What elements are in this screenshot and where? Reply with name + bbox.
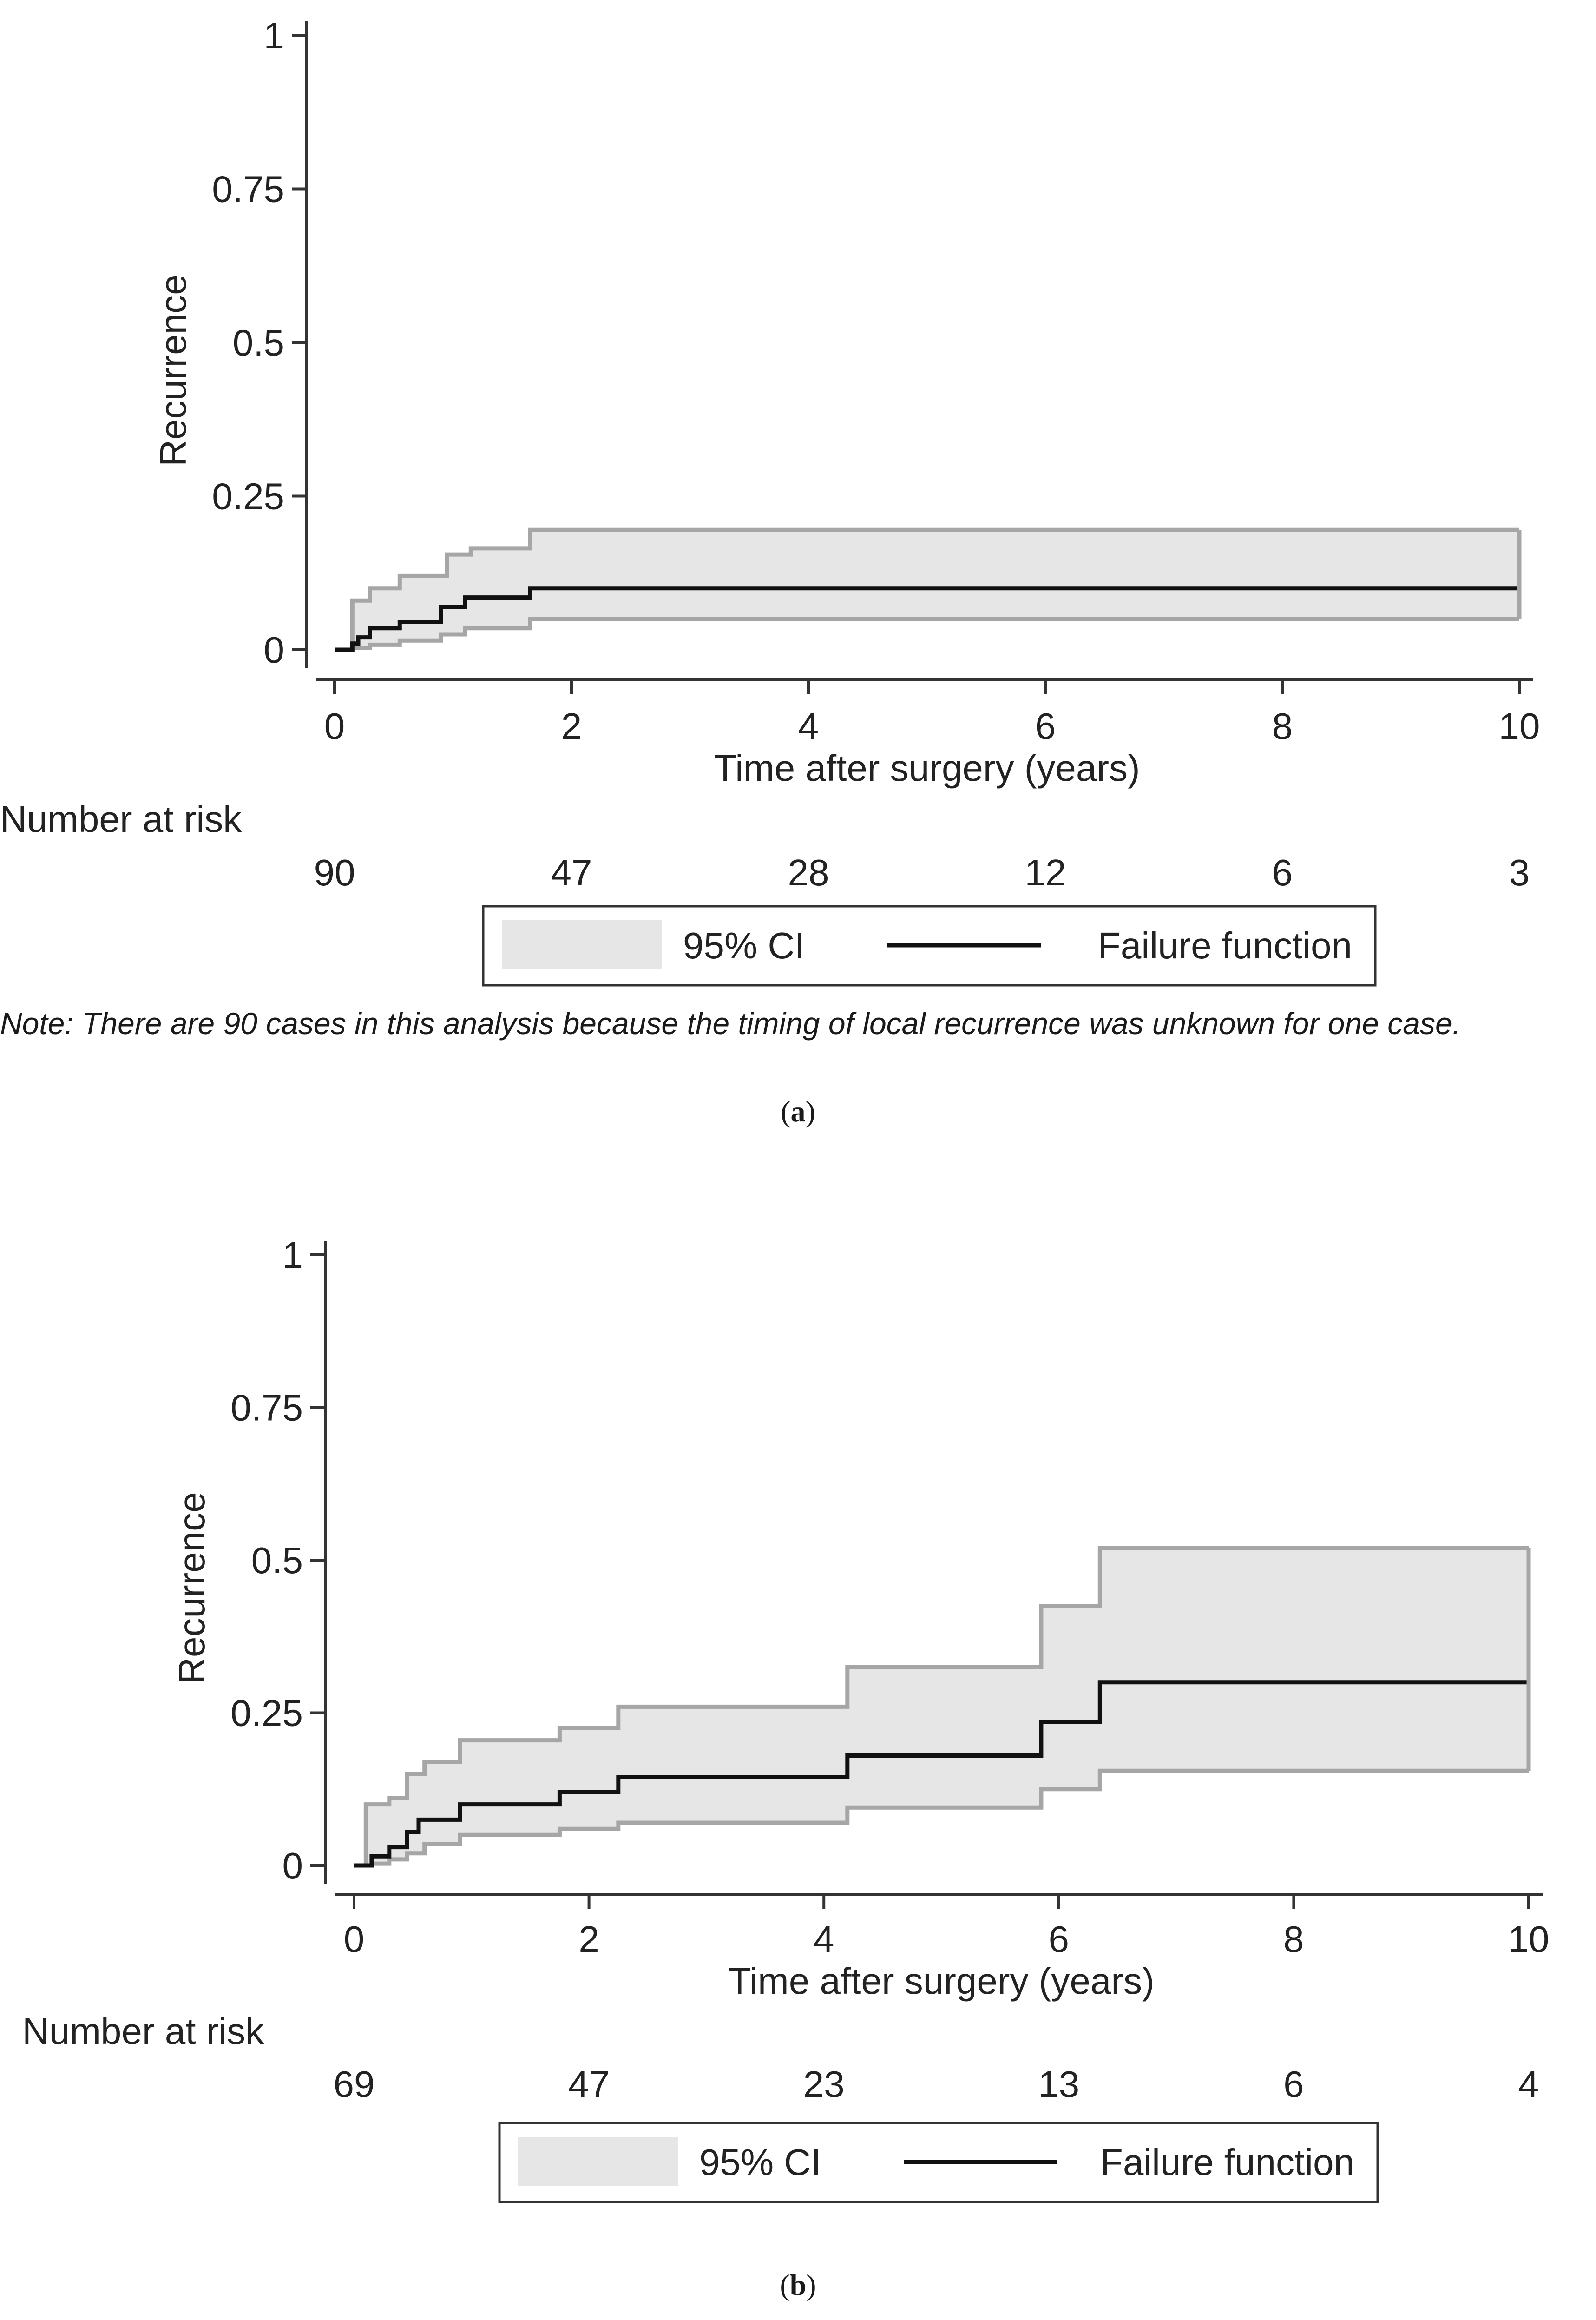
panel-b-risk-value: 23 bbox=[803, 2063, 845, 2105]
panel-a-ci-lower-line bbox=[335, 617, 1519, 652]
panel-a-risk-value: 12 bbox=[1025, 852, 1066, 893]
panel-b-chart: 0 0.25 0.5 0.75 1 0 2 4 6 8 10 Recurrence Time af… bbox=[22, 1234, 1550, 2203]
panel-b-x-tick-label: 2 bbox=[578, 1918, 599, 1960]
panel-b-number-at-risk: 69 47 23 13 6 4 bbox=[334, 2063, 1539, 2105]
panel-b-x-tick-label: 0 bbox=[344, 1918, 365, 1960]
panel-b-risk-value: 13 bbox=[1038, 2063, 1079, 2105]
panel-a-caption: (a) bbox=[0, 1094, 1596, 1129]
panel-b-y-tick-label: 0.5 bbox=[251, 1540, 303, 1581]
panel-a-x-tick-label: 2 bbox=[561, 705, 582, 747]
panel-a-caption-close: ) bbox=[805, 1095, 815, 1128]
panel-b-legend-line-label: Failure function bbox=[1100, 2142, 1354, 2183]
panel-b-y-axis-label: Recurrence bbox=[171, 1492, 212, 1684]
panel-b-risk-value: 4 bbox=[1518, 2063, 1539, 2105]
panel-a-ci-upper-line bbox=[335, 527, 1519, 652]
panel-b-caption-letter: b bbox=[789, 2268, 807, 2301]
panel-a-y-axis-label: Recurrence bbox=[152, 274, 194, 467]
panel-a-y-tick-label: 0.75 bbox=[212, 169, 284, 210]
panel-b-y-ticks: 0 0.25 0.5 0.75 1 bbox=[230, 1234, 325, 1886]
panel-a-x-tick-label: 4 bbox=[798, 705, 819, 747]
panel-b-legend: 95% CI Failure function bbox=[498, 2122, 1379, 2203]
panel-a-risk-value: 28 bbox=[788, 852, 829, 893]
panel-b-x-tick-label: 6 bbox=[1049, 1918, 1070, 1960]
panel-a-legend: 95% CI Failure function bbox=[482, 905, 1377, 987]
panel-a-x-tick-label: 10 bbox=[1499, 705, 1540, 747]
panel-b-caption-open: ( bbox=[780, 2268, 790, 2301]
panel-a-legend-ci-swatch bbox=[502, 920, 662, 969]
panel-b-caption: (b) bbox=[0, 2268, 1596, 2302]
panel-a-y-tick-label: 1 bbox=[264, 15, 285, 56]
panel-a-caption-open: ( bbox=[781, 1095, 791, 1128]
panel-a-y-tick-label: 0.25 bbox=[212, 476, 284, 517]
panel-b-x-tick-label: 4 bbox=[814, 1918, 834, 1960]
panel-b-caption-close: ) bbox=[806, 2268, 816, 2301]
panel-b-ci-upper-line bbox=[354, 1546, 1529, 1868]
panel-b-risk-value: 47 bbox=[568, 2063, 610, 2105]
panel-b-risk-title: Number at risk bbox=[22, 2010, 264, 2052]
panel-b-legend-ci-swatch bbox=[518, 2137, 678, 2186]
panel-b-ci-lower-line bbox=[354, 1768, 1529, 1868]
panel-b-y-tick-label: 1 bbox=[282, 1234, 303, 1276]
panel-a-x-tick-label: 8 bbox=[1272, 705, 1293, 747]
panel-a-risk-value: 90 bbox=[314, 852, 355, 893]
panel-a-x-tick-label: 0 bbox=[324, 705, 345, 747]
panel-a-y-tick-label: 0 bbox=[264, 629, 285, 671]
panel-b-y-tick-label: 0.25 bbox=[230, 1693, 303, 1734]
panel-b-risk-value: 6 bbox=[1283, 2063, 1304, 2105]
panel-a-x-axis-label: Time after surgery (years) bbox=[714, 747, 1140, 789]
panel-a-x-tick-label: 6 bbox=[1035, 705, 1056, 747]
panel-b-x-ticks: 0 2 4 6 8 10 bbox=[344, 1894, 1550, 1960]
panel-a-note: Note: There are 90 cases in this analysi… bbox=[0, 1006, 1461, 1041]
panel-b-ci-band bbox=[354, 1548, 1529, 1865]
panel-b-x-tick-label: 8 bbox=[1283, 1918, 1304, 1960]
panel-a-caption-letter: a bbox=[790, 1095, 806, 1128]
panel-a-risk-value: 6 bbox=[1272, 852, 1293, 893]
panel-b-y-tick-label: 0 bbox=[282, 1845, 303, 1886]
panel-b-x-tick-label: 10 bbox=[1508, 1918, 1550, 1960]
panel-a-risk-value: 47 bbox=[551, 852, 592, 893]
panel-a-risk-title: Number at risk bbox=[0, 798, 242, 840]
panel-a-legend-line-label: Failure function bbox=[1098, 925, 1352, 966]
panel-b-legend-ci-label: 95% CI bbox=[699, 2142, 821, 2183]
panel-a-legend-ci-label: 95% CI bbox=[683, 925, 805, 966]
panel-a-failure-function-line bbox=[335, 586, 1519, 652]
panel-b-failure-function-line bbox=[354, 1680, 1529, 1868]
panel-a-x-ticks: 0 2 4 6 8 10 bbox=[324, 679, 1540, 747]
panel-b-y-tick-label: 0.75 bbox=[230, 1387, 303, 1429]
panel-b-x-axis-label: Time after surgery (years) bbox=[728, 1960, 1154, 2002]
panel-a-y-ticks: 0 0.25 0.5 0.75 1 bbox=[212, 15, 307, 671]
panel-a-risk-value: 3 bbox=[1509, 852, 1530, 893]
panel-a-chart: 0 0.25 0.5 0.75 1 0 2 4 6 8 10 Recurrence Time af… bbox=[0, 15, 1540, 987]
panel-b-risk-value: 69 bbox=[334, 2063, 375, 2105]
panel-a-number-at-risk: 90 47 28 12 6 3 bbox=[314, 852, 1530, 893]
panel-a-y-tick-label: 0.5 bbox=[233, 322, 284, 363]
